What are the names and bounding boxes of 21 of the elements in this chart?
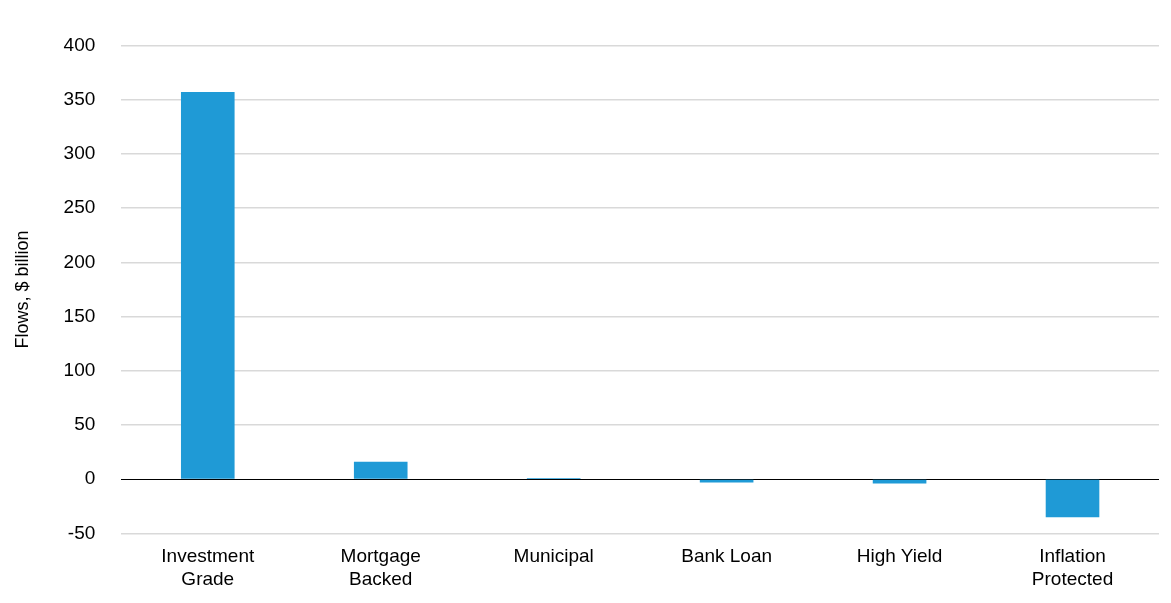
x-tick-label: Inflation Protected [1031,545,1114,589]
bar [1045,479,1100,518]
y-tick-label: 300 [63,142,96,164]
bar [180,92,235,479]
x-tick-label: High Yield [856,545,943,567]
x-tick-label: Investment Grade [161,545,255,589]
x-tick-label: Bank Loan [681,545,773,567]
x-tick-label: Municipal [513,545,594,567]
y-tick-label: 250 [63,196,96,218]
y-tick-label: 400 [63,33,96,55]
bar [353,461,408,479]
y-tick-label: 0 [84,467,96,489]
y-tick-label: 100 [63,358,96,380]
y-tick-label: 150 [63,304,96,326]
y-axis-title: Flows, $ billion [11,230,32,349]
y-tick-label: 200 [63,250,96,272]
y-tick-label: 50 [74,413,96,435]
y-tick-label: 350 [63,87,96,109]
bar [872,479,927,484]
x-tick-label: Mortgage Backed [340,545,421,589]
y-tick-label: -50 [67,521,96,543]
